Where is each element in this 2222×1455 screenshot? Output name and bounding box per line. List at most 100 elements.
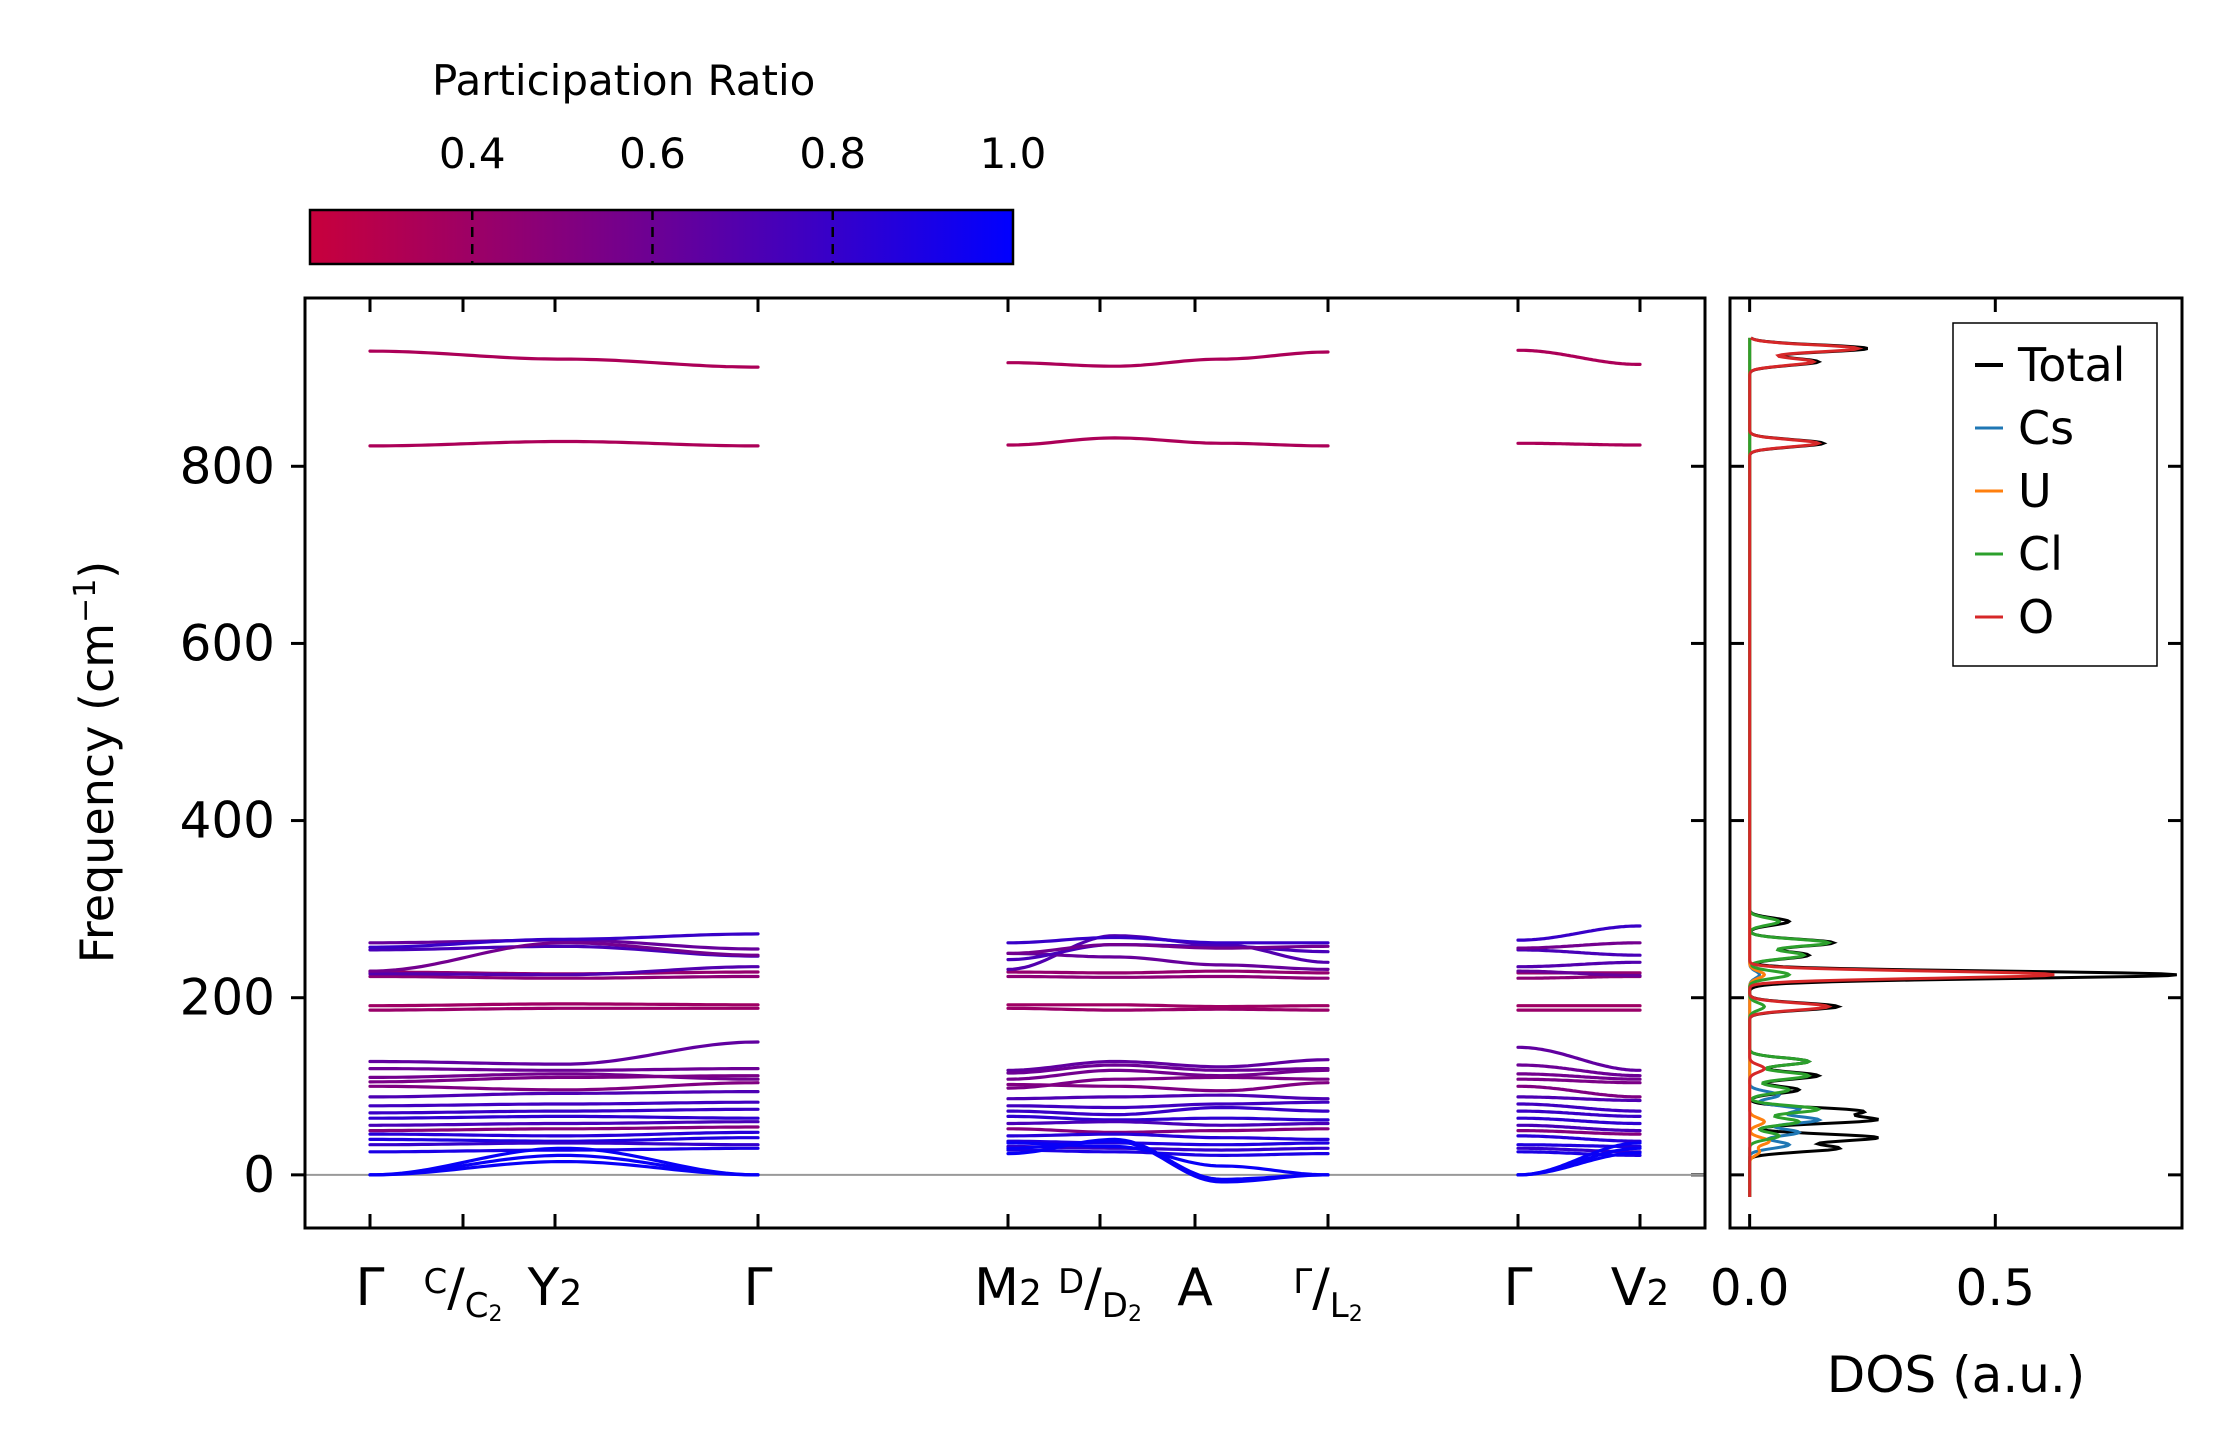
legend-label: Total [2017,338,2125,392]
band-line [1006,1105,1330,1117]
legend-frame [1952,322,2158,667]
band-line [1516,1077,1642,1085]
band-line [1006,1127,1330,1134]
x-tick-label: Y2 [527,1258,583,1318]
band-line [1516,1072,1642,1081]
band-line [1006,350,1330,368]
band-line [368,1090,760,1099]
band-line [1516,1129,1642,1136]
dos-plot-frame [1728,296,2184,1230]
band-line [1006,1100,1330,1110]
dos-panel: 0.0 0.5 DOS (a.u.) Total Cs U Cl O [1710,296,2184,1404]
y-tick-label: 800 [180,437,275,495]
band-line [1006,969,1330,975]
phonon-bands [368,348,1642,1184]
dos-x-tick-label: 0.5 [1956,1259,2036,1317]
band-line [368,932,760,949]
band-line [368,1081,760,1092]
band-line [368,1067,760,1072]
dos-x-tick-label: 0.0 [1710,1259,1790,1317]
band-line [1516,348,1642,366]
x-tick-label: Γ [1504,1258,1533,1318]
band-line [1516,1109,1642,1118]
band-line [1006,1081,1330,1093]
band-line [1006,1068,1330,1081]
band-line [1516,1151,1642,1177]
band-line [1006,1058,1330,1072]
band-line [1006,943,1330,955]
band-line [368,1002,760,1008]
band-x-ticks: Γ C/C2 Y2 Γ M2 D/D2 A Γ/L2 Γ V2 [356,298,1669,1327]
y-tick-label: 200 [180,969,275,1027]
y-tick-label: 0 [243,1146,275,1204]
band-line [368,1114,760,1120]
band-line [1006,436,1330,448]
band-line [1006,1139,1330,1147]
colorbar-gradient [308,208,1015,266]
band-line [1516,1045,1642,1072]
band-line [1006,1137,1330,1181]
band-line [1516,960,1642,969]
band-line [368,1120,760,1127]
colorbar-tick-label: 0.8 [799,129,866,178]
band-line [1006,1148,1330,1157]
band-line [1516,924,1642,942]
band-line [1006,1003,1330,1009]
band-line [368,1072,760,1081]
band-line [1516,948,1642,957]
band-line [1006,1120,1330,1127]
band-line [1006,1114,1330,1122]
band-line [1006,951,1330,971]
band-line [368,1074,760,1084]
band-line [368,974,760,980]
band-line [1516,1095,1642,1103]
band-line [368,1100,760,1108]
band-line [368,941,760,973]
band-line [1516,1102,1642,1113]
band-structure-panel: Frequency (cm−1) 0 200 400 600 800 Γ C/C2 Y2 Γ M… [68,296,1707,1327]
dos-x-axis-label: DOS (a.u.) [1827,1346,2086,1404]
legend-label: O [2018,590,2054,644]
band-line [1006,1063,1330,1075]
legend-label: U [2018,464,2052,518]
colorbar-title: Participation Ratio [432,56,815,105]
band-line [1516,1116,1642,1126]
band-line [1516,441,1642,447]
band-line [368,965,760,977]
colorbar-tick-label: 1.0 [980,129,1047,178]
x-tick-label: Γ [356,1258,385,1318]
band-line [1516,1134,1642,1143]
dos-curve-o [1748,336,2055,1197]
dos-curve-cl [1748,337,1833,1197]
y-tick-label: 400 [180,792,275,850]
band-line [368,1160,760,1177]
band-line [368,349,760,369]
x-tick-label: C/C2 [423,1258,502,1327]
x-tick-label: M2 [974,1258,1042,1318]
band-line [1006,1075,1330,1090]
dos-curve-cs [1748,337,1823,1197]
band-line [1516,941,1642,950]
dos-x-ticks: 0.0 0.5 [1710,298,2035,1317]
band-line [1006,974,1330,980]
band-line [368,1146,760,1154]
colorbar: Participation Ratio 0.4 0.6 0.8 1.0 [308,56,1047,266]
band-line [1516,969,1642,978]
colorbar-tick-label: 0.6 [619,129,686,178]
band-line [368,439,760,448]
dos-y-ticks [1730,464,2182,1177]
x-tick-label: Γ/L2 [1293,1258,1362,1327]
band-line [1516,1123,1642,1133]
band-line [1006,935,1330,945]
band-line [1006,1006,1330,1012]
band-line [1516,1084,1642,1099]
band-line [368,1136,760,1143]
x-tick-label: Γ [744,1258,773,1318]
band-line [368,1130,760,1138]
band-line [368,1040,760,1066]
x-tick-label: A [1177,1258,1213,1318]
band-line [368,1107,760,1115]
colorbar-ticks: 0.4 0.6 0.8 1.0 [439,129,1047,264]
colorbar-tick-label: 0.4 [439,129,506,178]
